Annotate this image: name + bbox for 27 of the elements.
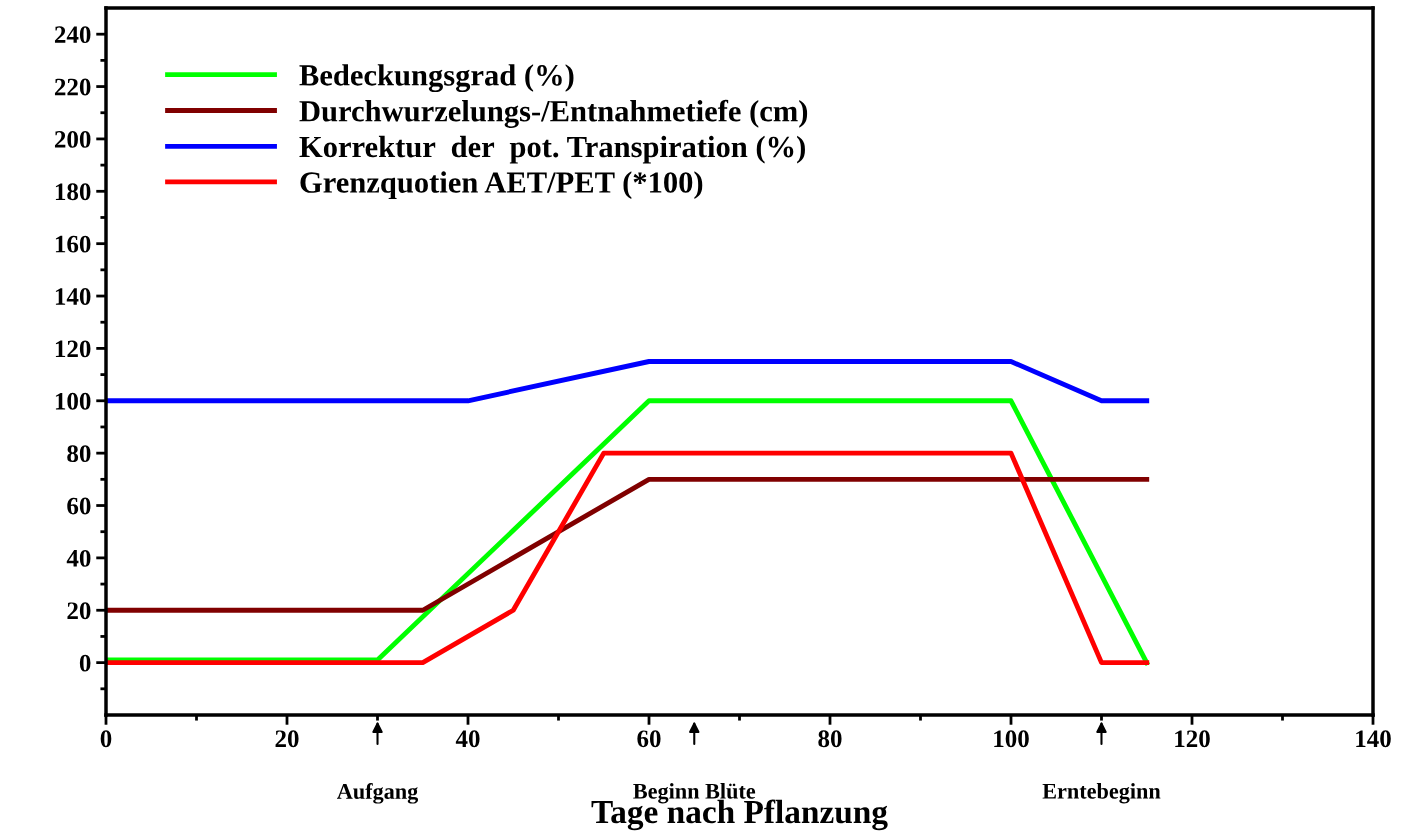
x-tick-label: 80: [818, 730, 842, 748]
y-tick-label: 180: [55, 183, 91, 201]
legend-label: Grenzquotien AET/PET (*100): [300, 171, 703, 200]
y-tick-label: 240: [54, 26, 91, 44]
x-tick-label: 140: [1356, 730, 1391, 748]
y-tick-label: 80: [67, 445, 91, 463]
legend-label: Bedeckungsgrad (%): [299, 64, 574, 93]
y-tick-label: 220: [54, 78, 91, 96]
y-tick-label: 40: [66, 549, 91, 567]
y-tick-label: 160: [55, 235, 91, 253]
y-tick-label: 140: [55, 288, 91, 305]
x-tick-label: 120: [1175, 730, 1210, 748]
y-tick-label: 20: [67, 602, 91, 620]
y-tick-label: 0: [79, 654, 91, 672]
y-tick-label: 200: [54, 130, 91, 148]
legend-label: Korrektur der pot. Transpiration (%): [299, 135, 805, 164]
x-tick-label: 0: [100, 730, 112, 748]
y-tick-label: 60: [67, 497, 91, 515]
text: Aufgang: [336, 783, 419, 804]
legend-label: Durchwurzelungs-/Entnahmetiefe (cm): [299, 99, 808, 128]
x-tick-label: 20: [275, 730, 299, 748]
x-tick-label: 100: [994, 730, 1029, 748]
y-tick-label: 120: [55, 340, 91, 358]
x-tick-label: 40: [455, 730, 480, 748]
text: Erntebeginn: [1042, 783, 1161, 804]
x-tick-label: 60: [637, 730, 661, 748]
y-tick-label: 100: [55, 392, 91, 410]
